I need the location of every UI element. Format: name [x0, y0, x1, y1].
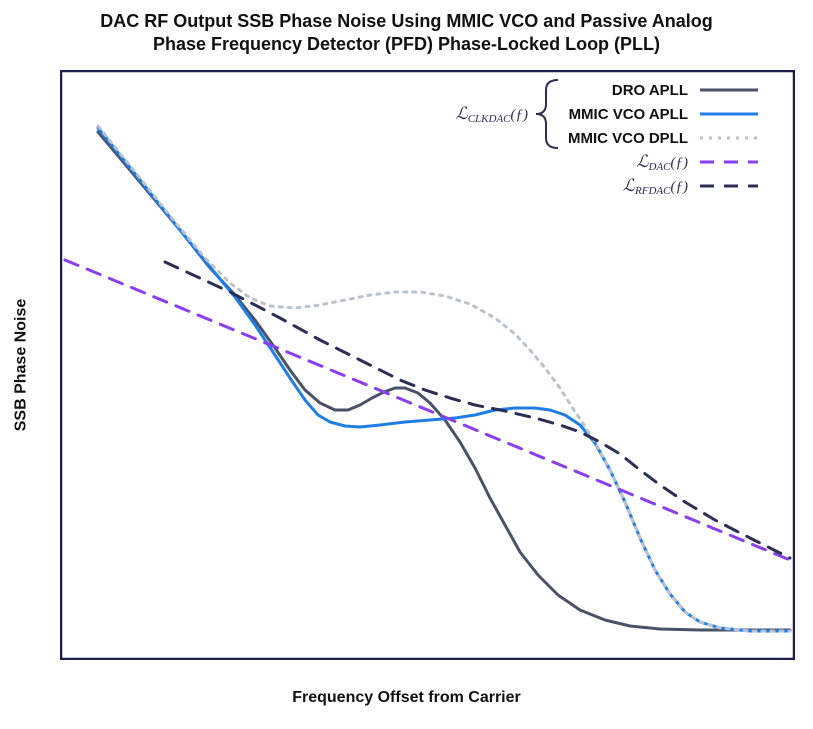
y-axis-label-wrap: SSB Phase Noise: [6, 0, 36, 729]
phase-noise-chart: DRO APLLMMIC VCO APLLMMIC VCO DPLLℒDAC(ƒ…: [60, 70, 795, 660]
x-axis-label: Frequency Offset from Carrier: [0, 689, 813, 707]
chart-title: DAC RF Output SSB Phase Noise Using MMIC…: [0, 10, 813, 57]
legend-label-mmic-vco-dpll: MMIC VCO DPLL: [568, 130, 688, 147]
y-axis-label: SSB Phase Noise: [12, 298, 30, 431]
legend-label-dro-apll: DRO APLL: [612, 82, 688, 99]
legend-label-mmic-vco-apll: MMIC VCO APLL: [569, 106, 688, 123]
chart-title-line2: Phase Frequency Detector (PFD) Phase-Loc…: [153, 34, 660, 54]
chart-title-line1: DAC RF Output SSB Phase Noise Using MMIC…: [100, 11, 712, 31]
